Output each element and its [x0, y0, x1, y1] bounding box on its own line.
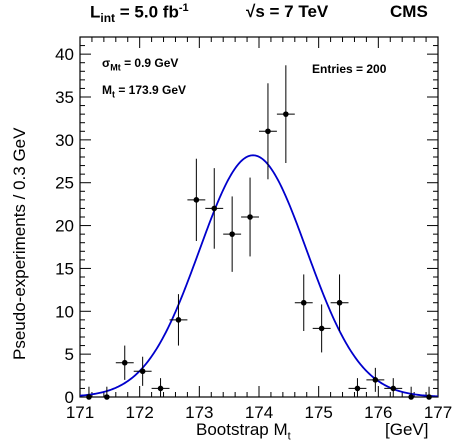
tick-labels: 171 172 173 174 175 176 177 0 5 10 15 20 25 30 35 40	[55, 45, 452, 422]
data-point	[133, 356, 152, 386]
data-point	[80, 386, 98, 400]
data-point	[366, 367, 385, 392]
data-point	[276, 65, 295, 163]
data-marker	[121, 359, 128, 366]
data-point	[259, 83, 277, 180]
data-marker	[354, 385, 361, 392]
data-marker	[211, 205, 218, 212]
entries-label: Entries = 200	[312, 62, 387, 76]
data-marker	[408, 394, 414, 400]
data-point	[402, 386, 421, 400]
data-point	[97, 386, 116, 400]
data-point	[241, 177, 259, 257]
y-tick-label: 5	[65, 345, 74, 364]
data-point	[223, 196, 242, 272]
data-marker	[318, 325, 325, 332]
y-axis-label: Pseudo-experiments / 0.3 GeV	[10, 127, 29, 360]
y-tick-label: 25	[55, 174, 74, 193]
data-marker	[390, 385, 397, 392]
data-marker	[193, 197, 200, 203]
x-tick-label: 174	[245, 403, 273, 422]
x-tick-label: 177	[424, 403, 452, 422]
x-tick-label: 175	[304, 403, 332, 422]
y-tick-label: 0	[65, 388, 74, 407]
data-marker	[265, 128, 271, 135]
data-marker	[86, 394, 92, 400]
energy-label: √s = 7 TeV	[246, 2, 329, 21]
x-tick-label: 176	[364, 403, 392, 422]
x-tick-label: 171	[66, 403, 94, 422]
x-tick-label: 172	[125, 403, 153, 422]
data-point	[169, 294, 188, 346]
data-marker	[229, 231, 235, 237]
luminosity-label: Lint = 5.0 fb-1	[90, 2, 189, 26]
data-points	[80, 65, 438, 400]
x-axis-unit: [GeV]	[385, 420, 429, 439]
y-tick-label: 15	[55, 259, 74, 278]
data-point	[330, 274, 349, 331]
data-marker	[104, 394, 110, 400]
data-point	[348, 378, 367, 397]
data-marker	[300, 299, 307, 306]
data-point	[420, 386, 438, 400]
data-marker	[247, 214, 253, 220]
sigma-label: σMt = 0.9 GeV	[102, 56, 179, 73]
x-tick-label: 173	[185, 403, 213, 422]
mass-label: Mt = 173.9 GeV	[102, 83, 187, 100]
y-tick-label: 35	[55, 88, 74, 107]
x-axis-label: Bootstrap Mt	[196, 420, 291, 443]
y-tick-label: 30	[55, 131, 74, 150]
y-tick-label: 40	[55, 45, 74, 64]
y-tick-label: 20	[55, 217, 74, 236]
fit-curve	[79, 154, 439, 398]
y-tick-label: 10	[55, 302, 74, 321]
data-marker	[372, 377, 379, 383]
data-marker	[336, 299, 343, 306]
data-point	[312, 304, 331, 353]
data-marker	[426, 394, 432, 400]
data-marker	[139, 368, 146, 375]
axis-ticks	[79, 36, 439, 398]
data-point	[294, 274, 313, 331]
data-point	[187, 158, 206, 241]
data-point	[384, 378, 403, 397]
data-marker	[175, 317, 182, 323]
experiment-label: CMS	[390, 2, 428, 21]
data-marker	[157, 385, 164, 392]
data-point	[151, 378, 170, 397]
data-marker	[283, 111, 289, 117]
data-point	[115, 345, 134, 380]
data-point	[205, 168, 224, 249]
